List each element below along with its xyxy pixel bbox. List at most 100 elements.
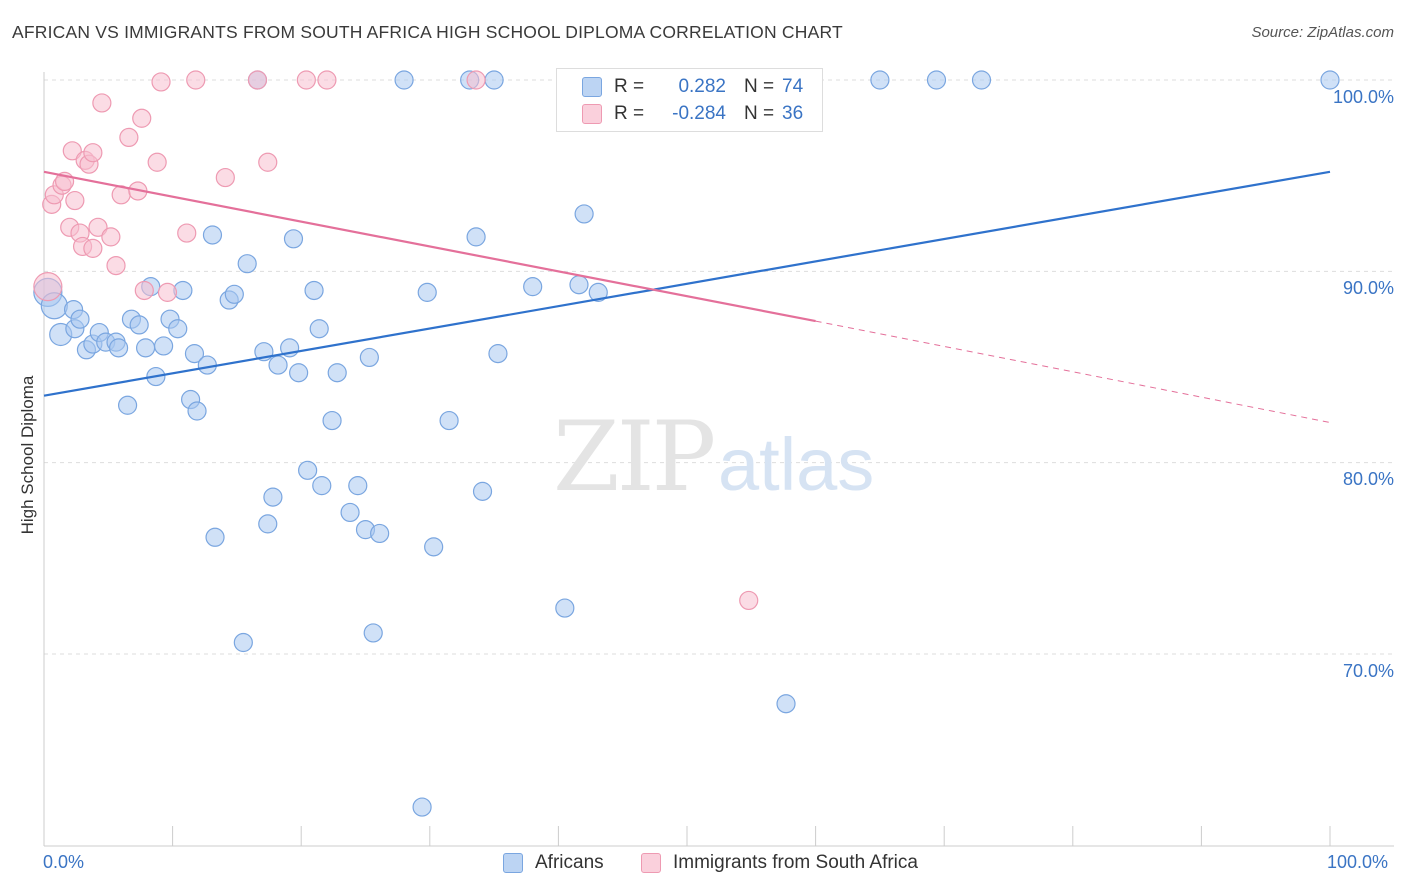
immigrants-r-value: -0.284	[672, 103, 726, 124]
africans-point	[224, 284, 244, 304]
immigrants-point	[101, 227, 121, 247]
africans-point	[870, 70, 890, 90]
africans-point	[202, 225, 223, 245]
africans-point	[205, 527, 225, 547]
immigrants-point	[88, 217, 108, 237]
immigrants-point	[177, 223, 197, 243]
r-label: R =	[614, 103, 645, 124]
africans-point	[304, 280, 324, 301]
watermark-zip: ZIP	[553, 401, 714, 513]
africans-swatch	[582, 77, 602, 97]
immigrants-trend-extension	[815, 320, 1331, 423]
africans-point	[370, 523, 390, 544]
immigrants-point	[33, 272, 63, 302]
grid-lines	[44, 79, 1394, 655]
immigrants-point	[83, 143, 103, 163]
africans-point	[394, 70, 414, 90]
africans-point	[70, 309, 90, 329]
africans-point	[283, 229, 304, 249]
africans-point	[569, 275, 589, 295]
immigrants-point	[83, 238, 103, 258]
y-tick-label-70: 70.0%	[1342, 661, 1394, 681]
africans-point	[359, 347, 379, 368]
africans-point	[237, 254, 257, 274]
x-tick-label-min: 0.0%	[43, 852, 85, 872]
africans-point	[466, 227, 486, 247]
trend-lines	[43, 170, 1331, 423]
immigrants-point	[186, 70, 206, 90]
africans-point	[574, 204, 594, 224]
immigrants-point	[317, 70, 337, 90]
immigrants-point	[151, 72, 171, 92]
africans-point	[555, 598, 575, 618]
africans-point	[488, 344, 508, 364]
africans-legend-swatch	[503, 853, 523, 873]
africans-point	[135, 338, 156, 358]
y-tick-label-100: 100.0%	[1332, 87, 1394, 107]
n-label: N =	[744, 103, 775, 124]
immigrants-points	[33, 70, 759, 611]
africans-point	[412, 797, 432, 817]
immigrants-point	[62, 141, 82, 161]
africans-point	[129, 315, 149, 335]
immigrants-point	[466, 70, 486, 90]
africans-point	[268, 355, 288, 375]
africans-point	[484, 70, 504, 90]
africans-point	[439, 410, 459, 431]
watermark: ZIP atlas	[553, 401, 874, 513]
legend-item-immigrants[interactable]: Immigrants from South Africa	[641, 852, 918, 874]
africans-point	[1320, 70, 1340, 90]
immigrants-legend-swatch	[641, 853, 661, 873]
africans-point	[340, 502, 360, 523]
immigrants-point	[119, 127, 139, 147]
africans-point	[289, 363, 309, 383]
africans-point	[263, 487, 283, 507]
africans-point	[523, 277, 543, 297]
africans-point	[417, 282, 437, 302]
n-label: N =	[744, 76, 775, 97]
immigrants-point	[134, 280, 154, 301]
africans-n-value: 74	[782, 76, 804, 97]
x-ticks	[43, 826, 1331, 846]
africans-point	[971, 70, 992, 90]
africans-point	[153, 336, 174, 356]
legend-row-africans: R = 0.282 N = 74	[557, 74, 803, 100]
immigrants-point	[258, 152, 278, 172]
africans-point	[233, 632, 253, 653]
africans-point	[588, 282, 608, 302]
africans-point	[926, 70, 947, 90]
immigrants-point	[65, 190, 85, 211]
y-tick-label-80: 80.0%	[1342, 469, 1394, 489]
immigrants-point	[739, 590, 759, 611]
africans-point	[309, 319, 329, 339]
africans-legend-label: Africans	[535, 852, 604, 873]
bottom-legend: Africans Immigrants from South Africa	[0, 852, 1406, 878]
correlation-legend: R = 0.282 N = 74 R = -0.284 N = 36	[556, 68, 823, 132]
immigrants-point	[106, 255, 126, 276]
immigrants-point	[132, 108, 152, 128]
chart-title: AFRICAN VS IMMIGRANTS FROM SOUTH AFRICA …	[12, 22, 843, 42]
legend-item-africans[interactable]: Africans	[503, 852, 604, 874]
africans-point	[322, 410, 342, 431]
africans-point	[108, 338, 129, 358]
africans-point	[348, 476, 368, 496]
africans-point	[363, 623, 383, 643]
watermark-atlas: atlas	[718, 423, 874, 506]
immigrants-n-value: 36	[782, 103, 804, 124]
r-label: R =	[614, 76, 645, 97]
africans-point	[298, 460, 318, 480]
immigrants-trend-line	[43, 170, 816, 323]
immigrants-point	[92, 93, 112, 113]
africans-point	[168, 319, 188, 339]
africans-r-value: 0.282	[678, 76, 726, 97]
y-tick-label-90: 90.0%	[1342, 278, 1394, 298]
legend-row-immigrants: R = -0.284 N = 36	[557, 101, 803, 127]
immigrants-point	[157, 282, 178, 302]
x-tick-label-max: 100.0%	[1327, 852, 1389, 872]
africans-point	[312, 476, 332, 496]
africans-trend-line	[43, 170, 1331, 397]
africans-point	[187, 401, 207, 421]
africans-point	[258, 514, 278, 534]
immigrants-point	[296, 70, 316, 90]
